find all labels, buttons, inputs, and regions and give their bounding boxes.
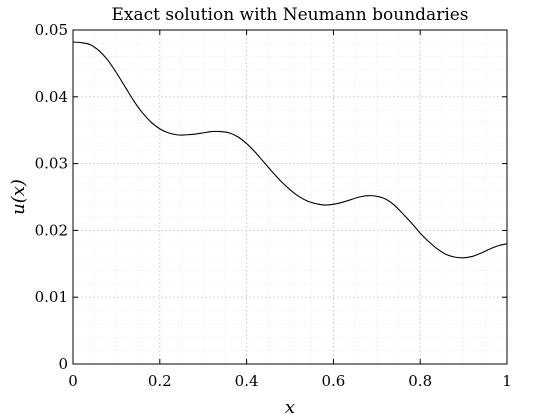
y-tick-label: 0 [58,355,68,373]
axes [72,29,508,365]
y-tick-label: 0.05 [35,21,68,39]
x-tick-label: 0.8 [408,372,432,390]
y-axis-ticks: 0 0.01 0.02 0.03 0.04 0.05 [35,21,507,373]
x-axis-label: x [285,397,295,418]
series-group [72,41,508,259]
x-tick-label: 0.2 [148,372,172,390]
y-tick-label: 0.03 [35,155,68,173]
x-tick-label: 1 [502,372,512,390]
y-axis-label: u(x) [8,179,29,215]
series-line [72,41,508,259]
x-tick-label: 0.4 [235,372,259,390]
x-axis-ticks: 0 0.2 0.4 0.6 0.8 1 [68,30,512,390]
y-tick-label: 0.02 [35,221,68,239]
plot-frame [72,29,508,365]
chart-title: Exact solution with Neumann boundaries [111,5,468,25]
x-tick-label: 0.6 [321,372,345,390]
grid [73,30,507,364]
y-tick-label: 0.01 [35,288,68,306]
y-tick-label: 0.04 [35,88,68,106]
x-tick-label: 0 [68,372,78,390]
